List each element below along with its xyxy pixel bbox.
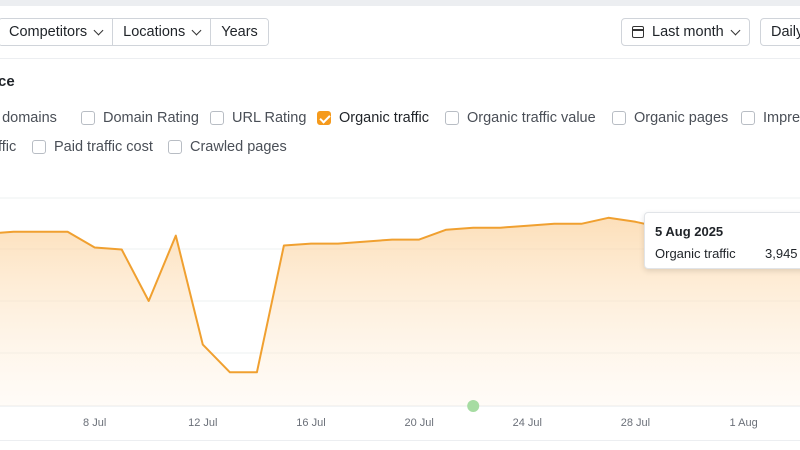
checkbox[interactable] (445, 111, 459, 125)
checkbox[interactable] (741, 111, 755, 125)
data-point[interactable] (578, 221, 584, 227)
metric-domain-rating[interactable]: Domain Rating (81, 110, 199, 126)
interval-label: Daily (771, 24, 800, 40)
data-point[interactable] (470, 225, 476, 231)
metric-label: Impre (763, 110, 800, 126)
metric-organic-pages[interactable]: Organic pages (612, 110, 728, 126)
data-point[interactable] (524, 223, 530, 229)
metric-label: Domain Rating (103, 110, 199, 126)
competitors-dropdown[interactable]: Competitors (0, 19, 114, 45)
years-button[interactable]: Years (211, 19, 268, 45)
x-tick-label: 16 Jul (296, 417, 325, 429)
x-tick-label: 28 Jul (621, 417, 650, 429)
data-point[interactable] (632, 219, 638, 225)
panel-title: ce (0, 73, 15, 90)
data-point[interactable] (200, 342, 206, 348)
data-point[interactable] (389, 237, 395, 243)
organic-traffic-chart[interactable]: 8 Jul 12 Jul 16 Jul 20 Jul 24 Jul 28 Jul 1 Aug (0, 180, 800, 440)
competitors-label: Competitors (9, 24, 88, 40)
chevron-down-icon (730, 25, 741, 35)
chevron-down-icon (191, 25, 202, 35)
metric-referring-domains[interactable]: g domains (0, 110, 57, 126)
data-point[interactable] (308, 241, 314, 247)
data-point[interactable] (551, 221, 557, 227)
chart-tooltip: 5 Aug 2025 Organic traffic 3,945 (644, 212, 800, 269)
data-point[interactable] (38, 229, 44, 235)
tooltip-label: Organic traffic (655, 246, 736, 261)
data-point[interactable] (11, 229, 17, 235)
data-point[interactable] (497, 225, 503, 231)
checkbox[interactable] (168, 140, 182, 154)
data-point[interactable] (146, 298, 152, 304)
data-point[interactable] (65, 229, 71, 235)
metric-paid-traffic[interactable]: ffic (0, 139, 16, 155)
checkbox[interactable] (32, 140, 46, 154)
checkbox[interactable] (81, 111, 95, 125)
toolbar-divider (0, 58, 800, 59)
locations-label: Locations (123, 24, 186, 40)
top-strip (0, 0, 800, 6)
filter-segment-group: Competitors Locations Years (0, 18, 269, 46)
metric-url-rating[interactable]: URL Rating (210, 110, 306, 126)
metric-paid-traffic-cost[interactable]: Paid traffic cost (32, 139, 153, 155)
checkbox-checked[interactable] (317, 111, 331, 125)
x-tick-label: 20 Jul (404, 417, 433, 429)
data-point[interactable] (335, 241, 341, 247)
x-tick-label: 24 Jul (513, 417, 542, 429)
metric-label: Organic traffic (339, 110, 429, 126)
date-range-dropdown[interactable]: Last month (621, 18, 750, 46)
data-point[interactable] (119, 247, 125, 253)
metric-crawled-pages[interactable]: Crawled pages (168, 139, 287, 155)
data-point[interactable] (416, 237, 422, 243)
chevron-down-icon (93, 25, 104, 35)
checkbox[interactable] (210, 111, 224, 125)
interval-dropdown[interactable]: Daily (760, 18, 800, 46)
tooltip-value: 3,945 (765, 246, 798, 261)
metric-label: ffic (0, 139, 17, 155)
metric-label: URL Rating (232, 110, 307, 126)
metric-organic-traffic-value[interactable]: Organic traffic value (445, 110, 596, 126)
metric-label: Organic traffic value (467, 110, 596, 126)
data-point[interactable] (254, 369, 260, 375)
calendar-icon (632, 26, 644, 38)
years-label: Years (221, 24, 258, 40)
tooltip-date: 5 Aug 2025 (655, 224, 724, 239)
checkbox[interactable] (612, 111, 626, 125)
metric-label: g domains (0, 110, 57, 126)
data-point[interactable] (443, 227, 449, 233)
bottom-divider (0, 440, 800, 441)
x-tick-label: 12 Jul (188, 417, 217, 429)
metric-organic-traffic[interactable]: Organic traffic (317, 110, 429, 126)
data-point[interactable] (281, 243, 287, 249)
data-point[interactable] (92, 245, 98, 251)
x-tick-label: 8 Jul (83, 417, 106, 429)
date-range-label: Last month (652, 24, 724, 40)
data-point[interactable] (173, 233, 179, 239)
data-point[interactable] (362, 239, 368, 245)
metric-impressions[interactable]: Impre (741, 110, 800, 126)
metric-label: Organic pages (634, 110, 729, 126)
data-point[interactable] (227, 369, 233, 375)
x-tick-label: 1 Aug (730, 417, 758, 429)
metric-label: Crawled pages (190, 139, 287, 155)
locations-dropdown[interactable]: Locations (113, 19, 212, 45)
organic-traffic-area (0, 217, 800, 406)
data-point[interactable] (605, 215, 611, 221)
annotation-marker[interactable] (467, 400, 480, 412)
metric-label: Paid traffic cost (54, 139, 153, 155)
